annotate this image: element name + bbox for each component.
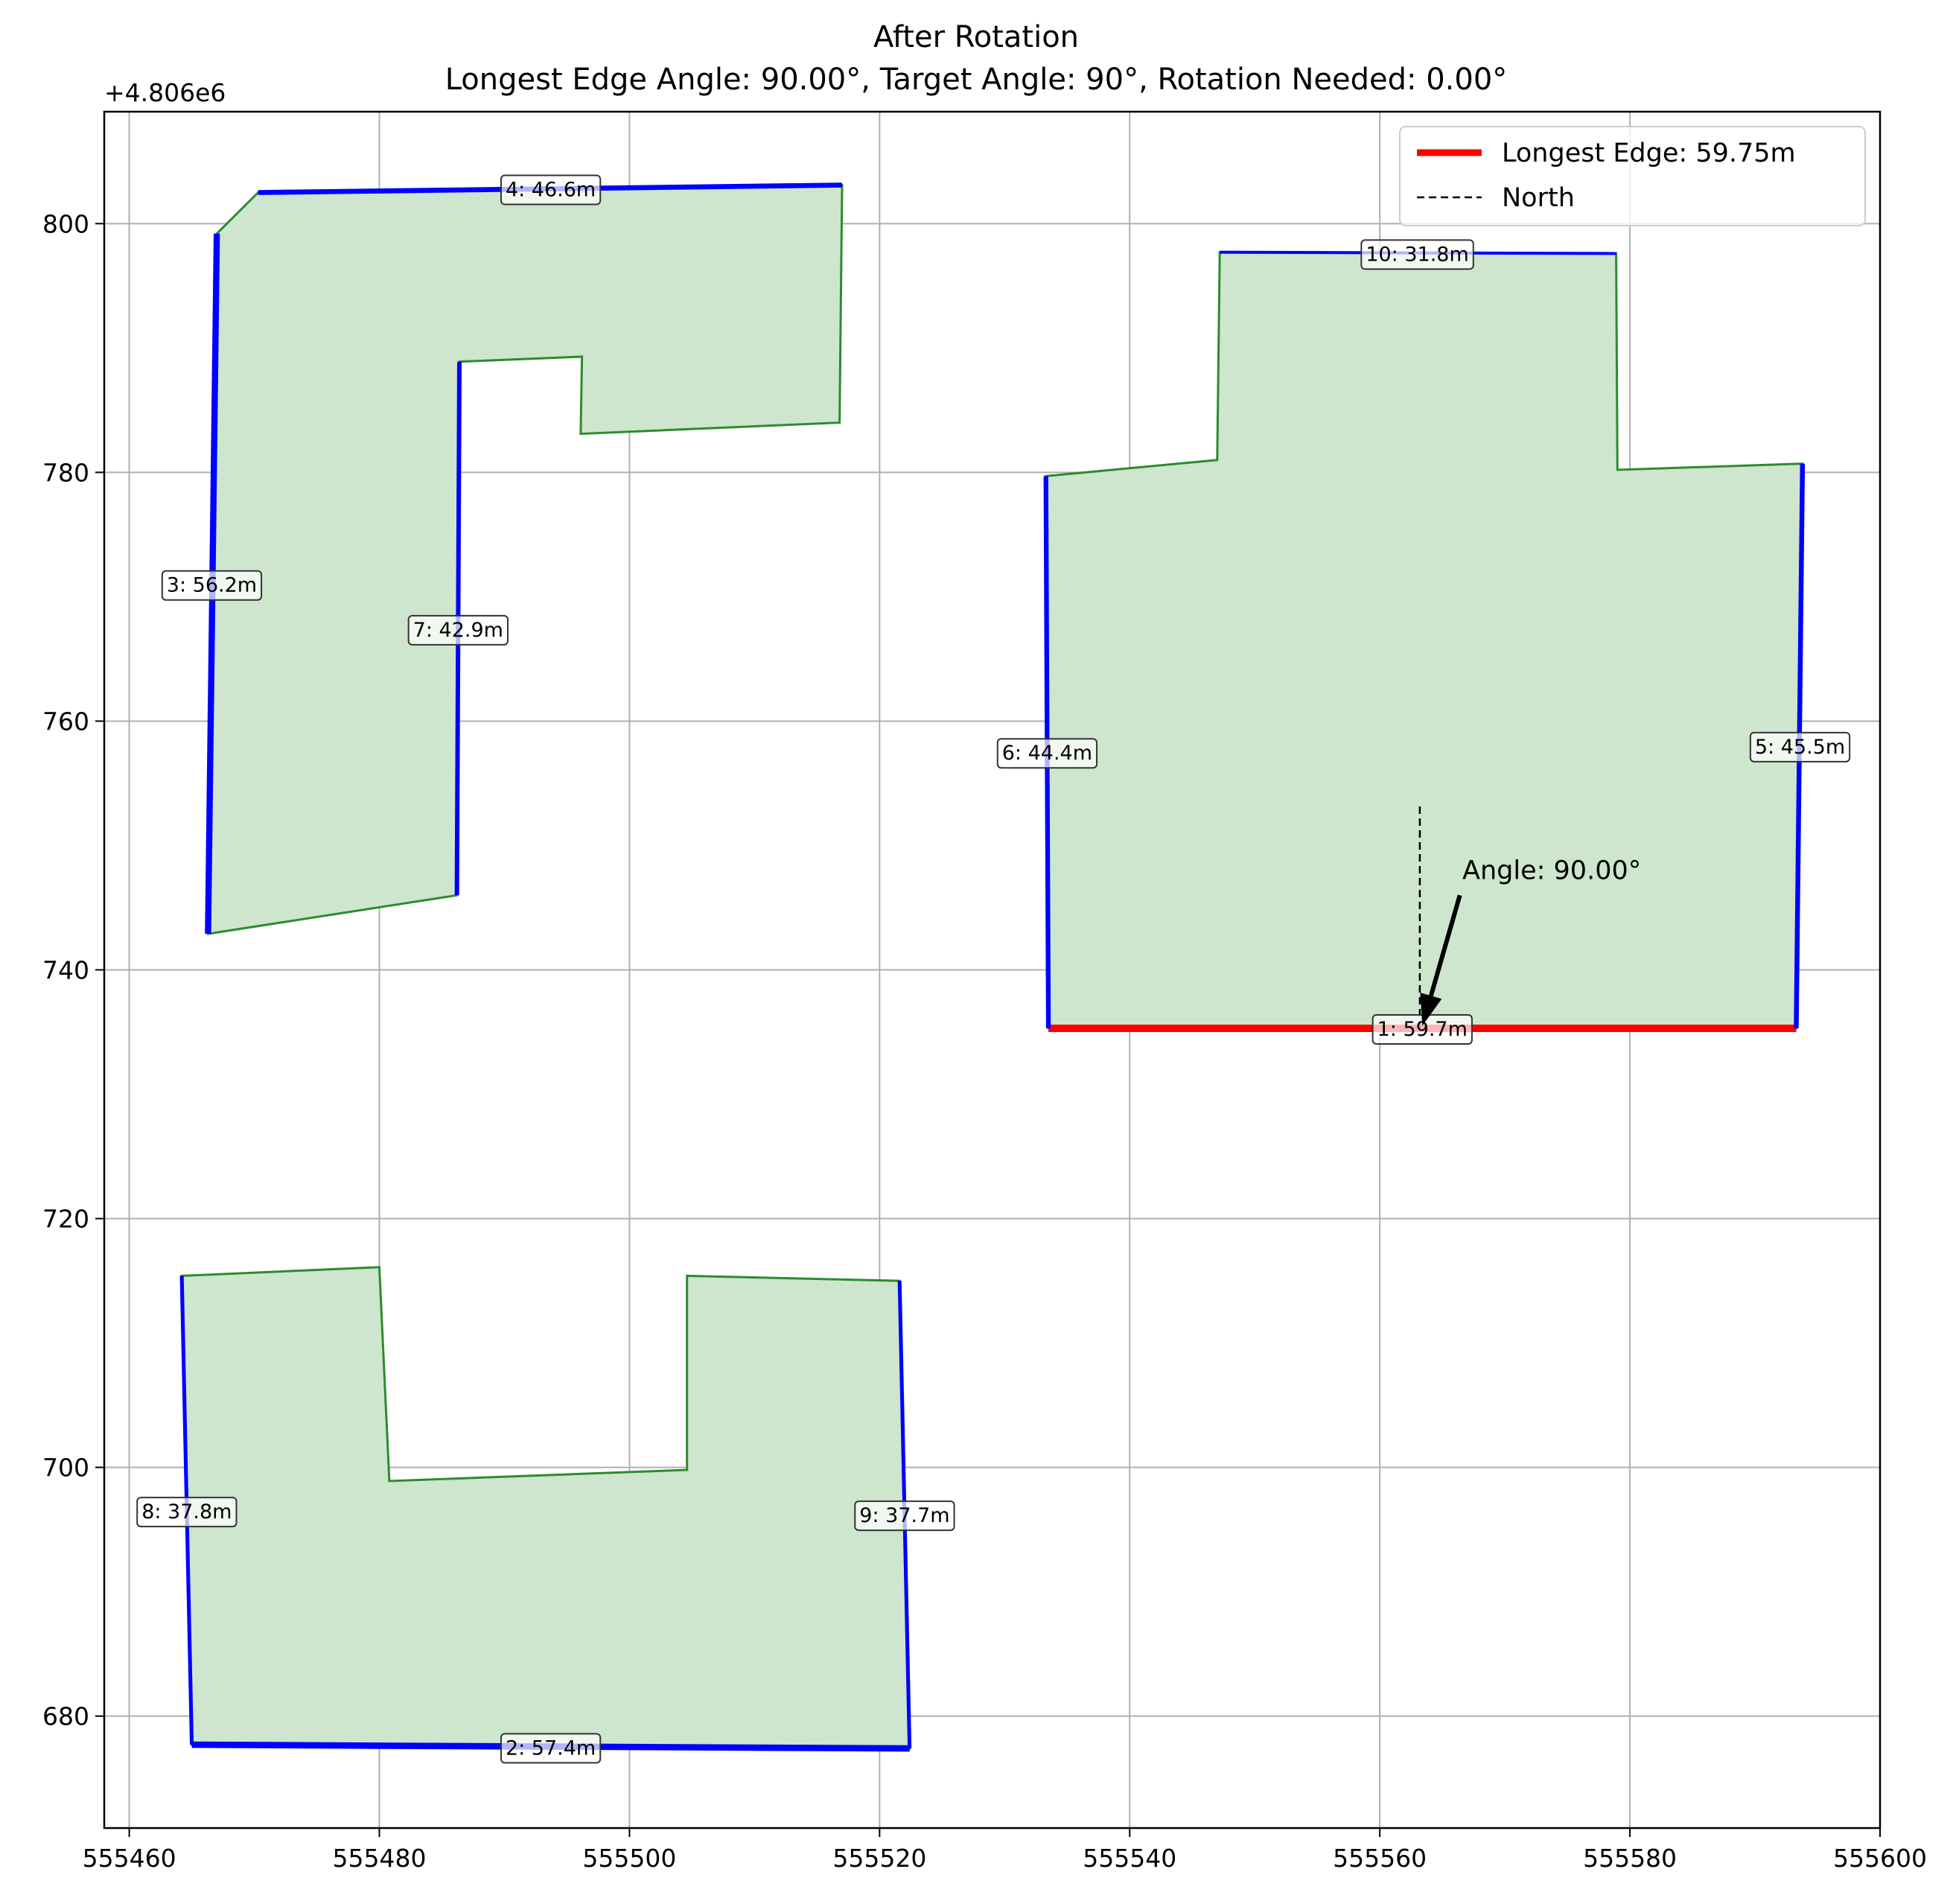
edge-label-5: 5: 45.5m [1749,731,1851,762]
x-tick-label: 555600 [1833,1844,1927,1873]
x-tick-label: 555540 [1083,1844,1176,1873]
x-tick-label: 555480 [333,1844,427,1873]
y-tick-label: 740 [42,956,89,985]
edge-label-box-4 [500,174,602,206]
legend-label-longest: Longest Edge: 59.75m [1502,138,1796,168]
footprint-polygon [206,183,844,935]
edge-label-box-9 [854,1500,955,1532]
edge-label-text-9: 9: 37.7m [859,1504,949,1527]
y-tick-label: 780 [42,458,89,487]
edge-label-box-10 [1360,239,1474,270]
y-tick-label: 800 [42,209,89,238]
y-tick-label: 720 [42,1205,89,1234]
y-tick-label: 700 [42,1454,89,1483]
x-tick-label: 555580 [1583,1844,1677,1873]
chart-title: After Rotation [873,20,1079,54]
edge-label-4: 4: 46.6m [500,174,602,206]
annotation-text: Angle: 90.00° [1462,856,1641,886]
x-tick-label: 555520 [832,1844,926,1873]
edge-label-text-10: 10: 31.8m [1366,243,1468,266]
edge-label-6: 6: 44.4m [996,738,1098,769]
edge-label-text-4: 4: 46.6m [506,179,596,202]
y-offset-label: +4.806e6 [104,78,226,107]
y-tick-label: 760 [42,707,89,736]
edge-label-7: 7: 42.9m [407,614,509,646]
edge-label-text-8: 8: 37.8m [141,1500,232,1523]
edge-label-text-3: 3: 56.2m [167,574,257,597]
edge-label-text-7: 7: 42.9m [413,619,503,642]
edge-label-box-8 [136,1497,238,1528]
edge-label-8: 8: 37.8m [136,1497,238,1528]
edge-label-3: 3: 56.2m [161,570,263,601]
annotation-group: Angle: 90.00° [1420,856,1641,1026]
edge-label-box-3 [161,570,263,601]
edge-label-text-5: 5: 45.5m [1755,736,1845,759]
edge-labels: 1: 59.7m 2: 57.4m 3: 56.2m 4: 46.6m 5: 45.5m… [136,174,1851,1764]
x-axis: 555460 555480 555500 555520 555540 555560 5555… [83,1828,1927,1873]
legend-label-north: North [1502,183,1575,213]
annotation-arrow-head [1420,993,1442,1026]
x-tick-label: 555500 [582,1844,676,1873]
annotation-arrow [1428,894,1462,997]
chart-subtitle: Longest Edge Angle: 90.00°, Target Angle… [445,63,1508,97]
edge-label-box-5 [1749,731,1851,762]
footprint-polygon [1045,251,1804,1030]
legend-box [1399,126,1866,226]
y-axis: 680 700 720 740 760 780 800 [42,209,104,1731]
edge-label-text-6: 6: 44.4m [1002,742,1092,765]
x-tick-label: 555460 [83,1844,176,1873]
y-tick-label: 680 [42,1702,89,1731]
edge-label-box-7 [407,614,509,646]
edge-label-box-6 [996,738,1098,769]
edge-label-2: 2: 57.4m [500,1733,602,1764]
edge-label-box-2 [500,1733,602,1764]
footprint-polygon [180,1266,911,1750]
edge-label-9: 9: 37.7m [854,1500,955,1532]
edge-label-text-2: 2: 57.4m [506,1736,596,1760]
edge-label-1: 1: 59.7m [1371,1014,1473,1045]
polygons [180,183,1804,1750]
x-tick-label: 555560 [1333,1844,1427,1873]
legend: Longest Edge: 59.75m North [1399,126,1866,226]
edge-label-10: 10: 31.8m [1360,239,1474,270]
